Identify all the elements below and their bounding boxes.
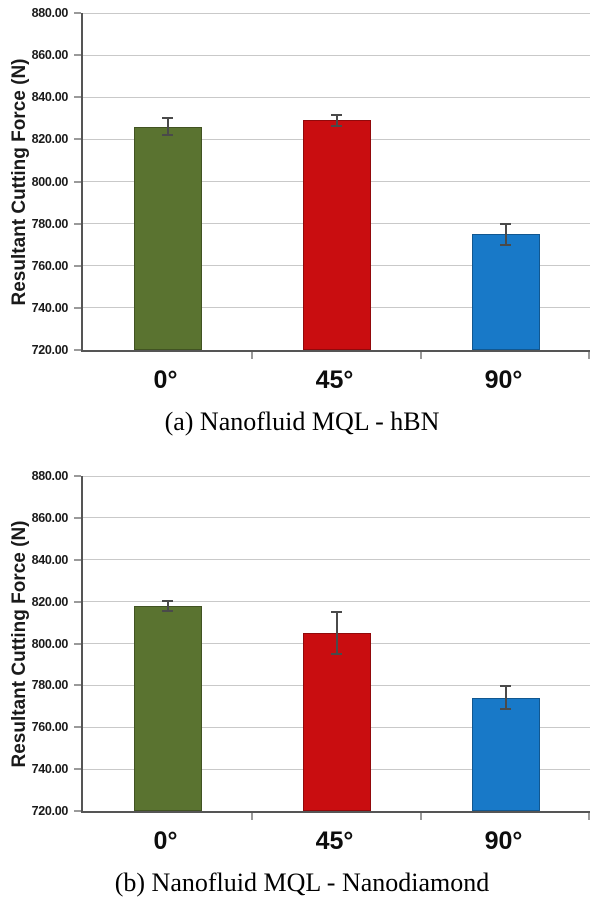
bar-90° xyxy=(471,234,540,350)
x-tick-mark xyxy=(251,352,253,359)
bar-0° xyxy=(133,605,202,811)
y-tick-label: 760.00 xyxy=(31,720,69,735)
y-tick-label: 820.00 xyxy=(31,594,69,609)
error-bar-cap-top xyxy=(500,222,511,225)
y-tick-label: 760.00 xyxy=(31,258,69,273)
bar-45° xyxy=(302,120,371,350)
x-tick-mark xyxy=(588,813,590,820)
x-tick-mark xyxy=(251,813,253,820)
error-bar xyxy=(166,118,169,136)
x-category-label: 0° xyxy=(153,366,178,394)
y-tick-mark xyxy=(74,726,81,729)
y-tick-mark xyxy=(74,558,81,561)
y-tick-mark xyxy=(74,684,81,687)
error-bar-cap-bottom xyxy=(331,124,342,127)
y-tick-label: 860.00 xyxy=(31,510,69,525)
plot-area-b xyxy=(74,475,590,820)
y-tick-label: 800.00 xyxy=(31,174,69,189)
error-bar xyxy=(335,115,338,126)
bar-45° xyxy=(302,633,371,811)
y-tick-mark xyxy=(74,349,81,351)
y-tick-label: 840.00 xyxy=(31,552,69,567)
plot-area-a xyxy=(74,12,590,359)
y-tick-label: 820.00 xyxy=(31,132,69,147)
caption-a: (a) Nanofluid MQL - hBN xyxy=(164,407,440,436)
gridline xyxy=(83,96,590,98)
y-tick-mark xyxy=(74,222,81,225)
y-tick-label: 860.00 xyxy=(31,48,69,63)
y-tick-label: 740.00 xyxy=(31,300,69,315)
x-category-label: 0° xyxy=(153,827,178,855)
gridline xyxy=(83,12,590,14)
y-tick-mark xyxy=(74,768,81,771)
y-tick-mark xyxy=(74,138,81,141)
y-tick-label: 740.00 xyxy=(31,762,69,777)
x-category-label: 90° xyxy=(484,827,523,855)
y-tick-label: 720.00 xyxy=(31,343,69,357)
error-bar-cap-bottom xyxy=(331,652,342,655)
error-bar xyxy=(504,223,507,245)
gridline xyxy=(83,517,590,519)
figure-a: Resultant Cutting Force (N) 880.00 860.00… xyxy=(0,0,604,455)
error-bar xyxy=(335,612,338,654)
error-bar-cap-bottom xyxy=(500,708,511,711)
y-tick-label: 720.00 xyxy=(31,804,69,818)
y-tick-label: 840.00 xyxy=(31,90,69,105)
y-tick-label: 780.00 xyxy=(31,216,69,231)
x-category-label: 90° xyxy=(484,366,523,394)
gridline xyxy=(83,54,590,56)
y-tick-mark xyxy=(74,264,81,267)
error-bar-cap-top xyxy=(331,611,342,614)
error-bar-cap-top xyxy=(500,685,511,688)
gridline xyxy=(83,559,590,561)
bar-0° xyxy=(133,126,202,350)
error-bar xyxy=(504,686,507,710)
error-bar-cap-top xyxy=(162,117,173,120)
x-category-label: 45° xyxy=(315,827,354,855)
y-tick-mark xyxy=(74,12,81,14)
y-tick-mark xyxy=(74,516,81,519)
error-bar-cap-bottom xyxy=(162,134,173,137)
y-tick-label: 800.00 xyxy=(31,636,69,651)
y-tick-mark xyxy=(74,180,81,183)
error-bar-cap-top xyxy=(331,114,342,117)
y-tick-mark xyxy=(74,96,81,99)
y-tick-label: 880.00 xyxy=(31,469,69,483)
error-bar-cap-bottom xyxy=(500,243,511,246)
x-category-label: 45° xyxy=(315,366,354,394)
y-tick-mark xyxy=(74,810,81,812)
caption-b: (b) Nanofluid MQL - Nanodiamond xyxy=(114,868,490,897)
y-tick-label: 780.00 xyxy=(31,678,69,693)
gridline xyxy=(83,475,590,477)
y-tick-mark xyxy=(74,306,81,309)
y-tick-label: 880.00 xyxy=(31,6,69,20)
y-tick-mark xyxy=(74,600,81,603)
error-bar-cap-bottom xyxy=(162,610,173,613)
x-tick-mark xyxy=(420,352,422,359)
bar-90° xyxy=(471,697,540,811)
gridline xyxy=(83,601,590,603)
y-tick-mark xyxy=(74,475,81,477)
y-tick-mark xyxy=(74,642,81,645)
y-tick-mark xyxy=(74,54,81,57)
figure-b: Resultant Cutting Force (N) 880.00 860.00… xyxy=(0,455,604,912)
x-tick-mark xyxy=(588,352,590,359)
error-bar-cap-top xyxy=(162,599,173,602)
x-tick-mark xyxy=(420,813,422,820)
error-bar xyxy=(166,600,169,612)
